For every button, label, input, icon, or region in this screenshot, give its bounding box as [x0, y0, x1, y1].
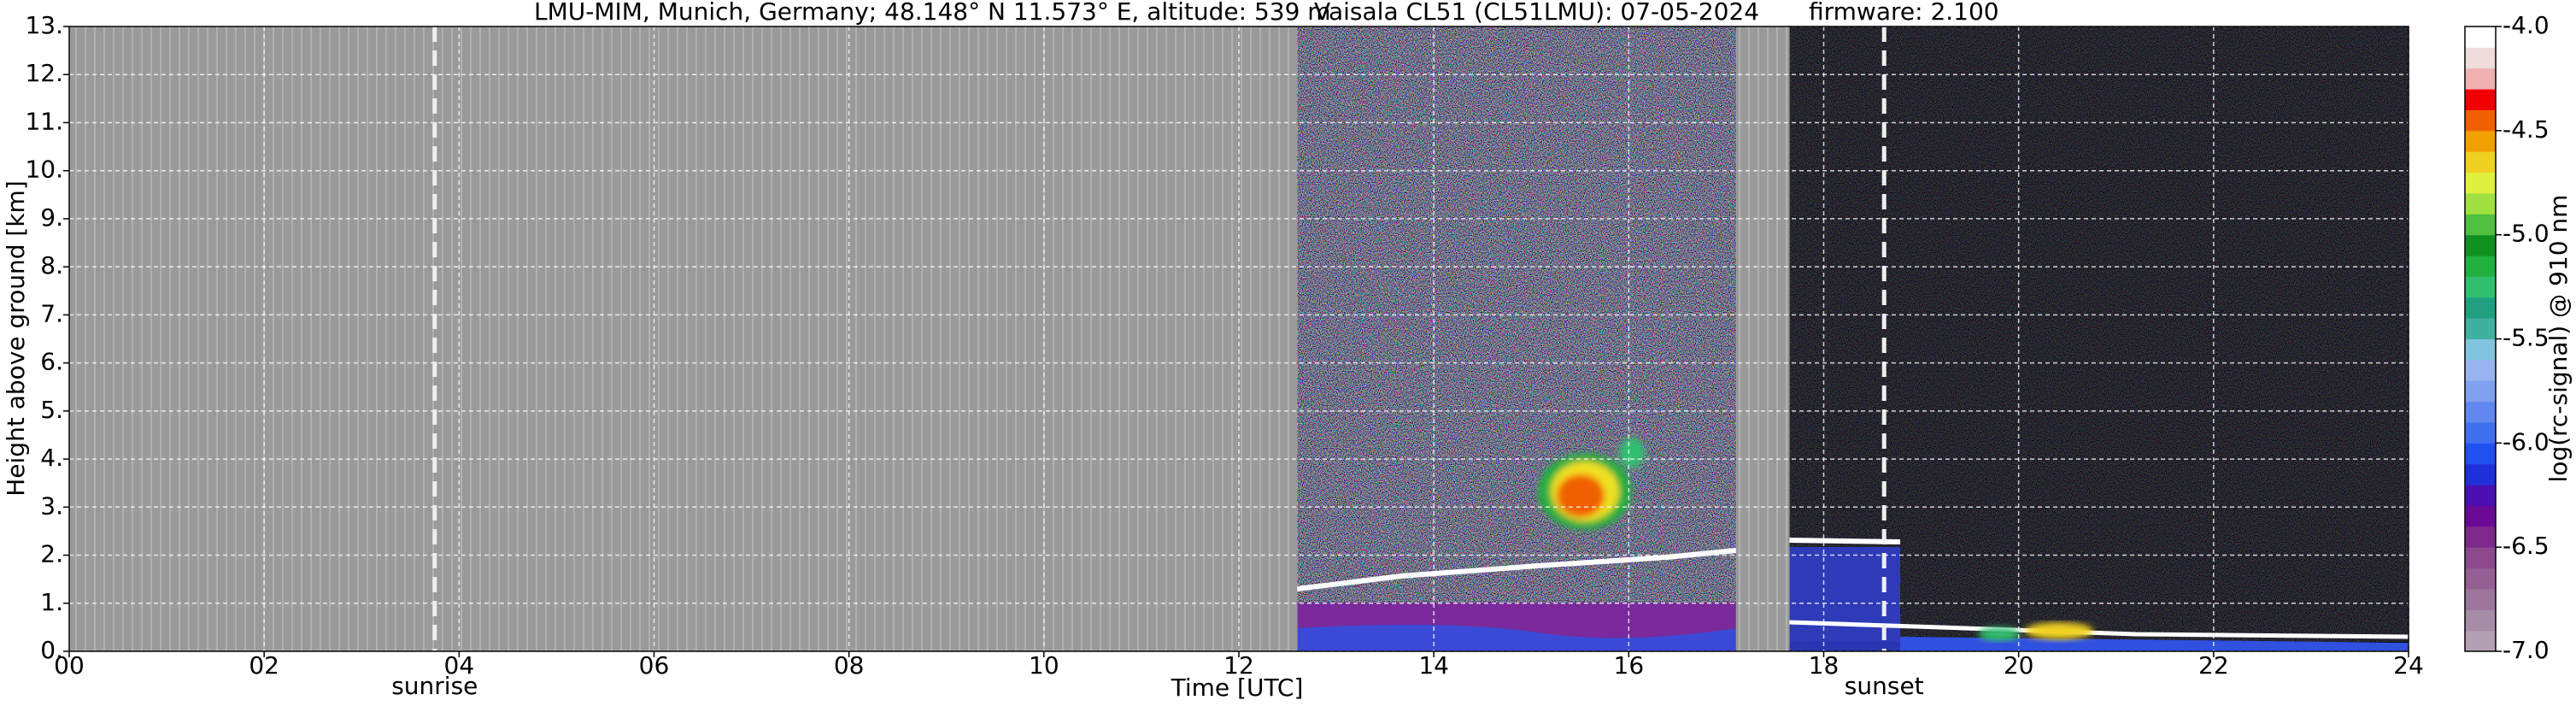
colorbar-swatch — [2465, 68, 2496, 90]
colorbar-swatch — [2465, 547, 2496, 569]
noise — [1297, 26, 1736, 625]
x-tick-label: 18 — [1809, 651, 1840, 680]
y-tick-label: 8. — [40, 251, 63, 279]
aerosol-band — [1297, 625, 1736, 651]
y-tick-label: 6. — [40, 348, 63, 376]
colorbar-swatch — [2465, 109, 2496, 132]
colorbar-tick-label: -5.5 — [2503, 324, 2550, 352]
colorbar-swatch — [2465, 421, 2496, 444]
aerosol-band — [1789, 547, 1900, 651]
colorbar-swatch — [2465, 276, 2496, 298]
colorbar-swatch — [2465, 26, 2496, 48]
colorbar-swatch — [2465, 151, 2496, 174]
colorbar-tick-label: -4.0 — [2503, 11, 2550, 39]
title: Vaisala CL51 (CL51LMU): 07-05-2024 — [1314, 0, 1759, 26]
colorbar-tick-label: -6.5 — [2503, 532, 2550, 560]
x-tick-label: 16 — [1614, 651, 1645, 680]
y-tick-label: 5. — [40, 396, 63, 424]
colorbar-swatch — [2465, 526, 2496, 548]
colorbar-swatch — [2465, 380, 2496, 403]
y-tick-label: 9. — [40, 203, 63, 232]
colorbar-swatch — [2465, 318, 2496, 339]
colorbar-swatch — [2465, 568, 2496, 590]
y-tick-label: 13. — [25, 11, 63, 39]
y-tick-label: 3. — [40, 491, 63, 520]
colorbar-swatch — [2465, 214, 2496, 236]
x-tick-label: 22 — [2198, 651, 2229, 680]
colorbar-tick-label: -5.0 — [2503, 220, 2550, 248]
title: LMU-MIM, Munich, Germany; 48.148° N 11.5… — [534, 0, 1331, 26]
y-tick-label: 2. — [40, 540, 63, 568]
colorbar-swatch — [2465, 463, 2496, 485]
title: firmware: 2.100 — [1809, 0, 1999, 26]
y-tick-label: 7. — [40, 299, 63, 327]
colorbar-swatch — [2465, 609, 2496, 632]
colorbar-tick-label: -7.0 — [2503, 636, 2550, 664]
y-axis-label: Height above ground [km] — [2, 180, 30, 497]
x-tick-label: 14 — [1418, 651, 1449, 680]
y-tick-label: 10. — [25, 156, 63, 184]
x-tick-label: 00 — [54, 651, 85, 680]
x-axis-label: Time [UTC] — [1171, 674, 1304, 702]
y-tick-label: 12. — [25, 59, 63, 87]
signal-image — [1296, 26, 2409, 651]
y-tick-label: 11. — [25, 107, 63, 135]
colorbar-swatch — [2465, 338, 2496, 361]
colorbar-swatch — [2465, 256, 2496, 277]
x-tick-label: 04 — [444, 651, 475, 680]
x-tick-label: 20 — [2004, 651, 2034, 680]
aerosol-band — [1900, 637, 2409, 651]
colorbar-tick-label: -6.0 — [2503, 427, 2550, 456]
boundary-layer — [1788, 538, 1901, 544]
low-cloud — [1978, 622, 2093, 641]
x-tick-label: 02 — [249, 651, 279, 680]
x-tick-label: 06 — [639, 651, 670, 680]
colorbar-swatch — [2465, 192, 2496, 215]
boundary-layer — [1296, 548, 1737, 591]
y-tick-label: 0. — [40, 636, 63, 664]
colorbar-swatch — [2465, 130, 2496, 152]
cloud — [1538, 438, 1645, 530]
colorbar-tick-label: -4.5 — [2503, 115, 2550, 144]
colorbar-label: log(rc-signal) @ 910 nm — [2544, 195, 2573, 483]
colorbar-swatch — [2465, 588, 2496, 610]
colorbar-swatch — [2465, 359, 2496, 381]
colorbar-swatch — [2465, 443, 2496, 465]
colorbar-swatch — [2465, 47, 2496, 69]
y-tick-label: 1. — [40, 588, 63, 616]
y-tick-label: 4. — [40, 444, 63, 472]
annotation-label: sunset — [1845, 672, 1924, 700]
x-tick-label: 24 — [2393, 651, 2424, 680]
annotation-label: sunrise — [391, 672, 478, 700]
colorbar-swatch — [2465, 297, 2496, 319]
no-data — [69, 26, 1298, 651]
colorbar-swatch — [2465, 630, 2496, 652]
no-data — [1735, 26, 1790, 651]
colorbar-swatch — [2465, 89, 2496, 110]
layer: sunrise sunset 00 02 04 06 08 10 12 14 16 18 20 22 24 0… — [25, 11, 2549, 700]
colorbar-swatch — [2465, 234, 2496, 256]
colorbar-swatch — [2465, 485, 2496, 506]
colorbar-swatch — [2465, 505, 2496, 527]
x-tick-label: 08 — [834, 651, 865, 680]
colorbar-swatch — [2465, 172, 2496, 194]
x-tick-label: 10 — [1029, 651, 1059, 680]
colorbar-swatch — [2465, 401, 2496, 423]
x-tick-label: 12 — [1223, 651, 1254, 680]
